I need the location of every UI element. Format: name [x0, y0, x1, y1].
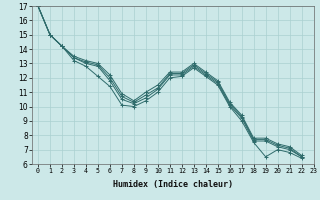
X-axis label: Humidex (Indice chaleur): Humidex (Indice chaleur) [113, 180, 233, 189]
